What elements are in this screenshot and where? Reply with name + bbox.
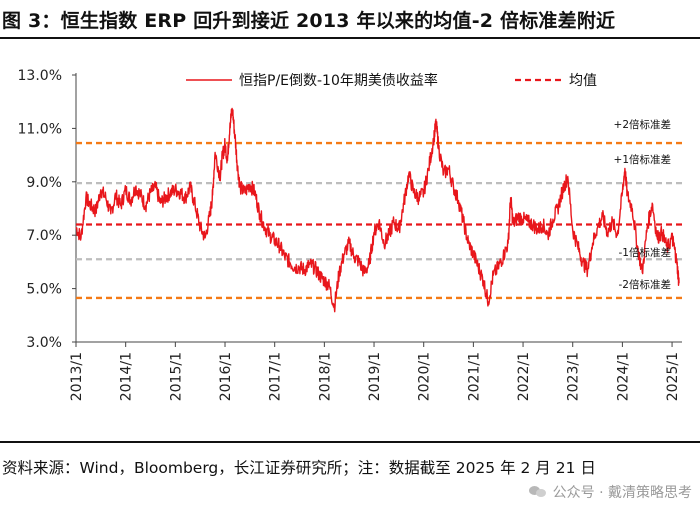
x-tick-label: 2023/1: [566, 352, 582, 401]
x-tick-label: 2016/1: [218, 352, 234, 401]
legend-label-mean: 均值: [569, 73, 597, 89]
x-tick-label: 2017/1: [268, 352, 284, 401]
watermark: 公众号 · 戴清策略思考: [528, 482, 692, 502]
y-tick-label: 3.0%: [26, 335, 62, 351]
source-note: 资料来源：Wind，Bloomberg，长江证券研究所；注：数据截至 2025 …: [2, 459, 596, 477]
y-axis: 3.0% 5.0% 7.0% 9.0% 11.0% 13.0%: [18, 68, 77, 351]
erp-line-chart: 3.0%5.0%7.0%9.0%11.0%13.0% 2013/1 2014/1 2…: [18, 68, 682, 401]
y-tick-label: 9.0%: [26, 175, 62, 191]
ref-line-label: +2倍标准差: [614, 118, 671, 131]
ref-line-label: -1倍标准差: [619, 246, 671, 259]
x-tick-label: 2013/1: [69, 352, 85, 401]
x-tick-label: 2021/1: [466, 352, 482, 401]
x-tick-label: 2019/1: [367, 352, 383, 401]
chart-legend: 恒指P/E倒数-10年期美债收益率 均值: [186, 72, 597, 89]
ref-line-label: +1倍标准差: [614, 153, 671, 166]
x-tick-label: 2015/1: [168, 352, 184, 401]
y-tick-label: 11.0%: [18, 121, 62, 137]
y-tick-label: 7.0%: [26, 228, 62, 244]
x-tick-label: 2025/1: [665, 352, 681, 401]
ref-line-label: -2倍标准差: [619, 278, 671, 291]
title-rule: [0, 37, 700, 39]
erp-series-line: [75, 107, 680, 313]
y-tick-label: 13.0%: [18, 68, 62, 84]
reference-labels: +2倍标准差 +1倍标准差 -1倍标准差 -2倍标准差: [614, 118, 671, 291]
x-tick-label: 2014/1: [119, 352, 135, 401]
source-rule: [0, 441, 700, 443]
legend-label-series: 恒指P/E倒数-10年期美债收益率: [239, 72, 438, 89]
x-tick-label: 2024/1: [615, 352, 631, 401]
y-tick-label: 5.0%: [26, 282, 62, 298]
x-tick-label: 2022/1: [516, 352, 532, 401]
x-axis: 2013/1 2014/1 2015/1 2016/1 2017/1 2018/1 2019…: [69, 341, 682, 401]
series-group: [75, 107, 680, 313]
wechat-icon: [528, 485, 547, 499]
x-tick-label: 2018/1: [317, 352, 333, 401]
x-tick-label: 2020/1: [417, 352, 433, 401]
figure-title: 图 3：恒生指数 ERP 回升到接近 2013 年以来的均值-2 倍标准差附近: [2, 10, 616, 32]
watermark-text: 公众号 · 戴清策略思考: [552, 485, 692, 501]
